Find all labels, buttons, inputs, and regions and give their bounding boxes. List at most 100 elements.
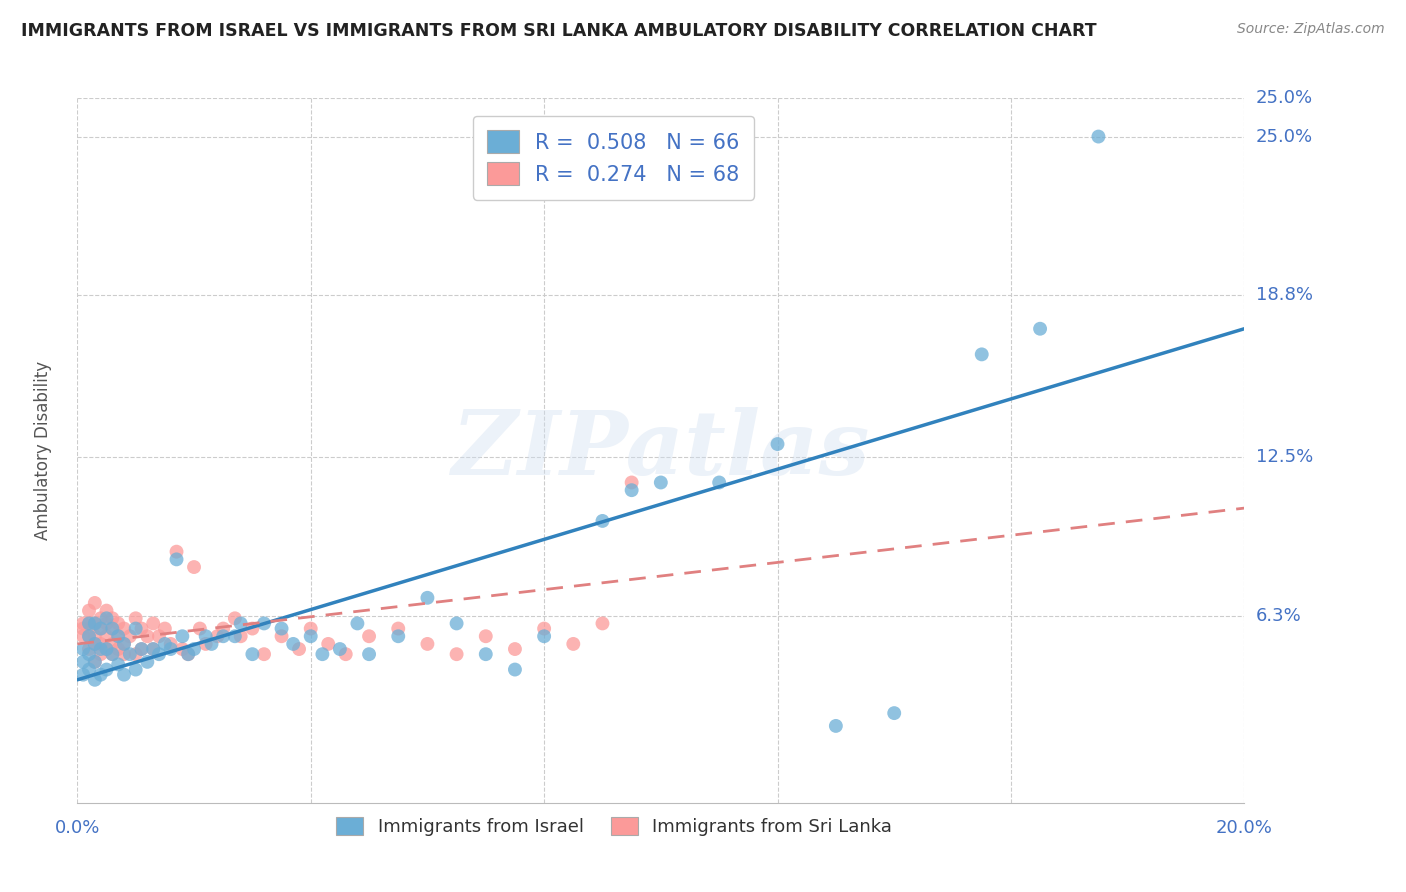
Point	[77, 616, 100, 631]
Point	[90, 611, 112, 625]
Point	[101, 622, 124, 636]
Point	[346, 616, 368, 631]
Point	[96, 611, 118, 625]
Point	[299, 622, 322, 636]
Point	[142, 616, 165, 631]
Point	[72, 629, 94, 643]
Point	[153, 637, 176, 651]
Point	[212, 622, 235, 636]
Point	[118, 647, 141, 661]
Point	[159, 637, 181, 651]
Point	[1087, 129, 1109, 144]
Point	[166, 544, 188, 558]
Point	[620, 483, 643, 498]
Point	[970, 347, 993, 361]
Point	[112, 637, 135, 651]
Point	[101, 637, 124, 651]
Point	[131, 622, 153, 636]
Point	[101, 611, 124, 625]
Point	[592, 616, 614, 631]
Point	[387, 629, 409, 643]
Point	[224, 629, 246, 643]
Point	[131, 642, 153, 657]
Point	[562, 637, 585, 651]
Point	[124, 611, 148, 625]
Point	[107, 629, 129, 643]
Point	[148, 647, 170, 661]
Point	[475, 647, 498, 661]
Point	[136, 655, 159, 669]
Point	[72, 655, 94, 669]
Point	[329, 642, 352, 657]
Text: IMMIGRANTS FROM ISRAEL VS IMMIGRANTS FROM SRI LANKA AMBULATORY DISABILITY CORREL: IMMIGRANTS FROM ISRAEL VS IMMIGRANTS FRO…	[21, 22, 1097, 40]
Point	[709, 475, 731, 490]
Point	[503, 642, 526, 657]
Point	[77, 647, 100, 661]
Point	[83, 673, 105, 687]
Point	[270, 629, 292, 643]
Point	[90, 642, 112, 657]
Point	[153, 622, 176, 636]
Point	[112, 667, 135, 681]
Point	[270, 622, 292, 636]
Point	[183, 560, 205, 574]
Point	[96, 604, 118, 618]
Point	[212, 629, 235, 643]
Point	[83, 629, 105, 643]
Text: 25.0%: 25.0%	[1256, 89, 1313, 107]
Point	[446, 616, 468, 631]
Point	[72, 616, 94, 631]
Point	[387, 622, 409, 636]
Point	[72, 667, 94, 681]
Point	[96, 642, 118, 657]
Point	[253, 647, 276, 661]
Point	[101, 647, 124, 661]
Point	[124, 663, 148, 677]
Text: 12.5%: 12.5%	[1256, 448, 1313, 466]
Text: Ambulatory Disability: Ambulatory Disability	[34, 361, 52, 540]
Point	[107, 616, 129, 631]
Point	[101, 647, 124, 661]
Point	[83, 637, 105, 651]
Point	[148, 629, 170, 643]
Point	[592, 514, 614, 528]
Point	[416, 637, 439, 651]
Point	[107, 642, 129, 657]
Point	[136, 629, 159, 643]
Point	[283, 637, 305, 651]
Point	[107, 657, 129, 672]
Point	[90, 647, 112, 661]
Point	[533, 629, 555, 643]
Point	[503, 663, 526, 677]
Point	[72, 622, 94, 636]
Point	[177, 647, 200, 661]
Point	[118, 629, 141, 643]
Point	[83, 655, 105, 669]
Point	[77, 616, 100, 631]
Point	[240, 647, 263, 661]
Point	[72, 642, 94, 657]
Point	[194, 637, 217, 651]
Point	[96, 629, 118, 643]
Point	[172, 629, 194, 643]
Point	[77, 629, 100, 643]
Point	[83, 616, 105, 631]
Point	[90, 667, 112, 681]
Point	[200, 637, 222, 651]
Point	[357, 647, 380, 661]
Text: ZIPatlas: ZIPatlas	[453, 408, 869, 493]
Point	[142, 642, 165, 657]
Point	[83, 655, 105, 669]
Point	[335, 647, 357, 661]
Point	[112, 647, 135, 661]
Point	[77, 663, 100, 677]
Point	[83, 637, 105, 651]
Point	[207, 629, 229, 643]
Point	[475, 629, 498, 643]
Point	[142, 642, 165, 657]
Point	[240, 622, 263, 636]
Point	[183, 642, 205, 657]
Point	[96, 642, 118, 657]
Point	[96, 663, 118, 677]
Text: 25.0%: 25.0%	[1256, 128, 1313, 145]
